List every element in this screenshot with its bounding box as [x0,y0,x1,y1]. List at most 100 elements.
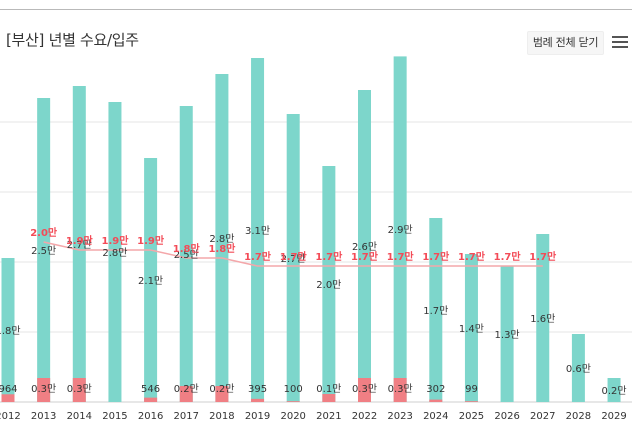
demand-bar [37,378,51,402]
demand-bar [215,386,229,402]
x-tick-label: 2029 [601,411,626,422]
supply-bar [536,234,550,402]
demand-line-label: 1.7만 [351,250,379,263]
demand-bar [429,399,443,402]
demand-bar [179,386,193,402]
supply-bar [286,114,300,402]
supply-bar-label: 2.0만 [316,279,341,291]
chart-title: [부산] 년별 수요/입주 [6,31,139,49]
x-tick-label: 2028 [566,411,591,422]
supply-bar [144,158,158,402]
x-tick-label: 2016 [138,411,163,422]
demand-bar-label: 546 [141,384,160,395]
x-tick-label: 2019 [245,411,270,422]
demand-line-label: 1.7만 [458,250,486,263]
demand-line-label: 1.7만 [244,250,272,263]
x-tick-label: 2022 [352,411,377,422]
demand-bar-label: 0.2만 [174,383,199,395]
x-tick-label: 2015 [102,411,127,422]
x-tick-label: 2021 [316,411,341,422]
demand-line-label: 1.7만 [494,250,522,263]
demand-line-label: 1.9만 [101,234,129,247]
supply-bar-label: 2.8만 [209,233,234,245]
supply-bar [429,218,443,402]
supply-bar [179,106,193,402]
demand-bar-label: 0.2만 [209,383,234,395]
demand-bar-label: 395 [248,384,267,395]
supply-bar-label: 2.1만 [138,275,163,287]
demand-bar-label: 0.3만 [352,383,377,395]
demand-bar-label: 0.1만 [316,383,341,395]
supply-bar [251,58,265,402]
demand-line-label: 1.7만 [529,250,557,263]
supply-bar-label: 2.5만 [174,249,199,261]
supply-bar-label: 1.7만 [423,305,448,317]
demand-bar [251,398,265,402]
x-tick-label: 2025 [459,411,484,422]
demand-bar-label: 0.3만 [388,383,413,395]
demand-bar-label: 0.3만 [67,383,92,395]
demand-line-label: 1.9만 [66,234,94,247]
demand-bar [393,378,407,402]
demand-line-label: 1.9만 [137,234,165,247]
supply-bar [108,102,122,402]
supply-bar-label: 3.1만 [245,225,270,237]
x-tick-label: 2026 [494,411,519,422]
supply-bar-label: 2.7만 [281,253,306,265]
supply-bar-label: 2.7만 [67,239,92,251]
x-tick-label: 2020 [280,411,305,422]
x-tick-label: 2013 [31,411,56,422]
demand-bar-label: 99 [465,384,478,395]
demand-line-label: 2.0만 [30,226,58,239]
x-tick-label: 2018 [209,411,234,422]
supply-bar-label: 2.9만 [388,224,413,236]
demand-bar [286,401,300,402]
supply-bar [500,266,514,402]
demand-bar [1,394,15,402]
supply-bar [571,334,585,402]
hamburger-menu-icon[interactable] [612,36,628,48]
legend-toggle-button[interactable]: 범례 전체 닫기 [527,31,604,55]
supply-bar [322,166,336,402]
demand-bar-label: 302 [426,384,445,395]
demand-bar [358,378,371,402]
supply-bar [1,258,15,402]
supply-bar [464,254,478,402]
supply-bar-label: 1.8만 [0,325,21,337]
x-tick-label: 2014 [67,411,92,422]
supply-bar-label: 1.3만 [495,329,520,341]
supply-bar-label: 1.4만 [459,323,484,335]
demand-bar-label: 0.3만 [31,383,56,395]
x-tick-label: 2024 [423,411,448,422]
x-tick-label: 2023 [387,411,412,422]
demand-bar-label: 100 [284,384,303,395]
supply-bar [358,90,371,402]
supply-bar-label: 2.6만 [352,241,377,253]
supply-bar-label: 0.2만 [601,385,626,397]
demand-bar [322,394,336,402]
demand-line-label: 1.8만 [173,242,201,255]
x-tick-label: 2027 [530,411,555,422]
demand-bar [72,378,86,402]
demand-line-label: 1.7만 [387,250,415,263]
demand-line-label: 1.7만 [280,250,308,263]
demand-bar-label: 964 [0,384,18,395]
x-tick-label: 2017 [174,411,199,422]
supply-bar [37,98,51,402]
supply-bar [215,74,229,402]
supply-bar-label: 2.5만 [31,245,56,257]
supply-bar-label: 1.6만 [530,313,555,325]
supply-bar [607,378,621,402]
supply-bar [72,86,86,402]
demand-line-label: 1.7만 [422,250,450,263]
demand-line-label: 1.8만 [208,242,236,255]
x-tick-label: 2012 [0,411,21,422]
demand-trend-line [43,241,543,267]
supply-bar [393,56,407,403]
top-divider [0,9,632,10]
demand-bar [144,397,158,402]
supply-bar-label: 2.8만 [102,247,127,259]
demand-bar [464,401,478,402]
supply-bar-label: 0.6만 [566,363,591,375]
